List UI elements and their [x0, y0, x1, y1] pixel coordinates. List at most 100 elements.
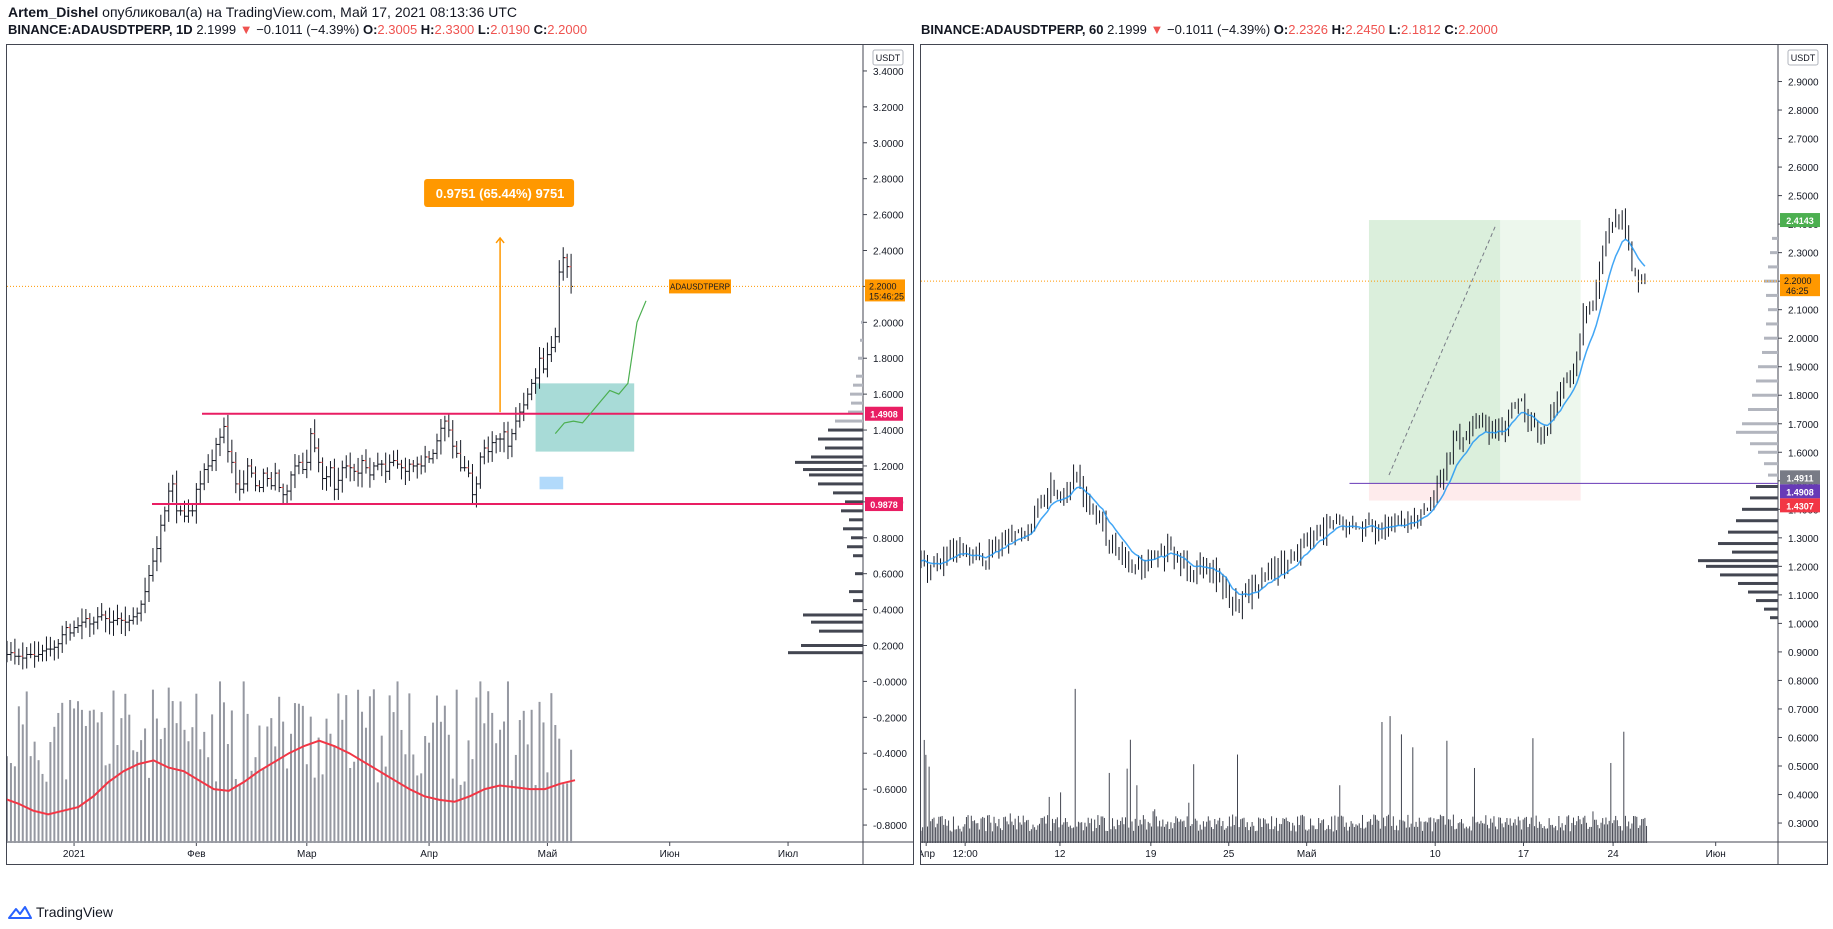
left-symbol[interactable]: BINANCE:ADAUSDTPERP, 1D [8, 22, 193, 37]
volume-bar [353, 761, 356, 843]
volume-bar [412, 754, 415, 843]
y-tick-label: 2.9000 [1788, 78, 1819, 89]
volume-bar [9, 763, 12, 843]
volume-bar [364, 727, 367, 843]
level-price-label: 1.4908 [1786, 487, 1814, 497]
volume-bar [435, 695, 438, 843]
volume-bar [242, 681, 245, 843]
volume-bar [554, 725, 557, 843]
volume-bar [428, 742, 431, 843]
volume-bar [274, 746, 277, 843]
x-tick-label: Июн [660, 849, 680, 860]
volume-profile-bar [1718, 542, 1778, 546]
daily-chart-panel[interactable]: USDT 3.4000 3.2000 3.0000 2.8000 2.6000 2.4000… [6, 44, 914, 865]
volume-bar [140, 740, 143, 843]
volume-bar [37, 760, 40, 843]
volume-bar [128, 714, 131, 843]
symbol-tag-label: ADAUSDTPERP [670, 282, 730, 291]
x-tick-label: Фев [187, 849, 205, 860]
footer-brand[interactable]: TradingView [8, 904, 113, 920]
volume-profile-bar [1750, 442, 1778, 446]
x-tick-label: 17 [1518, 849, 1530, 860]
volume-bar [65, 779, 68, 843]
target-price-label: 2.4143 [1786, 216, 1814, 226]
y-tick-label: 0.4000 [1788, 791, 1819, 802]
y-tick-label: 2.0000 [1788, 334, 1819, 345]
volume-profile-bar [851, 536, 863, 540]
volume-profile-bar [1736, 519, 1778, 523]
volume-bar [167, 687, 170, 843]
volume-bar [361, 711, 364, 843]
volume-bar [329, 733, 332, 843]
y-tick-label: 1.8000 [873, 354, 904, 365]
volume-bar [416, 775, 419, 843]
volume-profile-bar [1748, 407, 1778, 411]
volume-profile-bar [847, 545, 863, 549]
volume-profile-bar [1728, 530, 1778, 534]
y-tick-label: 1.2000 [1788, 562, 1819, 573]
volume-bar [562, 784, 565, 843]
volume-profile-bar [845, 500, 863, 504]
y-tick-label: 0.2000 [873, 642, 904, 653]
volume-profile-bar [1766, 293, 1778, 297]
countdown-label: 46:25 [1786, 286, 1809, 296]
volume-bar [570, 749, 573, 843]
volume-profile-bar [1756, 599, 1778, 603]
down-triangle-icon: ▼ [1150, 22, 1164, 37]
volume-profile-bar [849, 518, 863, 522]
volume-bar [404, 754, 407, 843]
volume-profile-bar [1736, 430, 1778, 434]
volume-bar [199, 749, 202, 843]
volume-profile-bar [1758, 365, 1778, 369]
currency-badge [872, 49, 904, 66]
volume-bar [305, 764, 308, 843]
y-tick-label: 0.6000 [1788, 733, 1819, 744]
volume-profile-bar [1764, 607, 1778, 611]
volume-bar [439, 721, 442, 843]
volume-bar [538, 701, 541, 843]
volume-bar [325, 718, 328, 843]
volume-profile-bar [1768, 265, 1778, 269]
hourly-chart-svg[interactable]: USDT2.90002.80002.70002.60002.50002.4000… [921, 45, 1828, 865]
trade-path-dashed [1388, 223, 1497, 476]
volume-bar [447, 734, 450, 843]
volume-bar [262, 769, 265, 843]
right-close: 2.2000 [1458, 22, 1498, 37]
y-tick-label: 1.6000 [873, 390, 904, 401]
y-tick-label: 2.7000 [1788, 135, 1819, 146]
target-zone-filled [1368, 220, 1501, 484]
daily-chart-svg[interactable]: USDT 3.4000 3.2000 3.0000 2.8000 2.6000 2.4000… [7, 45, 914, 865]
author-name[interactable]: Artem_Dishel [8, 4, 99, 20]
volume-profile-bar [1768, 308, 1778, 312]
y-tick-label: 2.6000 [1788, 163, 1819, 174]
volume-bar [293, 703, 296, 843]
volume-bar [136, 751, 139, 843]
volume-bar [487, 691, 490, 843]
right-symbol[interactable]: BINANCE:ADAUSDTPERP, 60 [921, 22, 1104, 37]
level-price-tag [1780, 470, 1820, 485]
y-tick-label: 2.5000 [1788, 192, 1819, 203]
last-price-tag [1780, 274, 1820, 297]
volume-bar [155, 718, 158, 843]
y-tick-label: 1.2000 [873, 462, 904, 473]
volume-bar [120, 718, 123, 843]
volume-bar [73, 708, 76, 843]
volume-profile-bar [803, 468, 863, 472]
y-tick-label: 3.2000 [873, 103, 904, 114]
y-tick-label: 1.6000 [1788, 448, 1819, 459]
tradingview-logo-icon [8, 906, 32, 919]
volume-bar [349, 767, 352, 843]
x-tick-label: Апр [921, 849, 935, 860]
hourly-chart-panel[interactable]: USDT2.90002.80002.70002.60002.50002.4000… [920, 44, 1828, 865]
volume-bar [495, 743, 498, 843]
blue-zone-box [539, 476, 564, 490]
volume-bar [222, 702, 225, 843]
right-low: 2.1812 [1401, 22, 1441, 37]
y-tick-label: -0.0000 [873, 677, 907, 688]
volume-profile-bar [853, 383, 863, 387]
publish-info: Artem_Dishel опубликовал(а) на TradingVi… [8, 4, 517, 20]
y-tick-label: 0.8000 [873, 534, 904, 545]
volume-bar [463, 781, 466, 843]
target-price-tag [1780, 213, 1820, 228]
volume-bar [550, 693, 553, 843]
